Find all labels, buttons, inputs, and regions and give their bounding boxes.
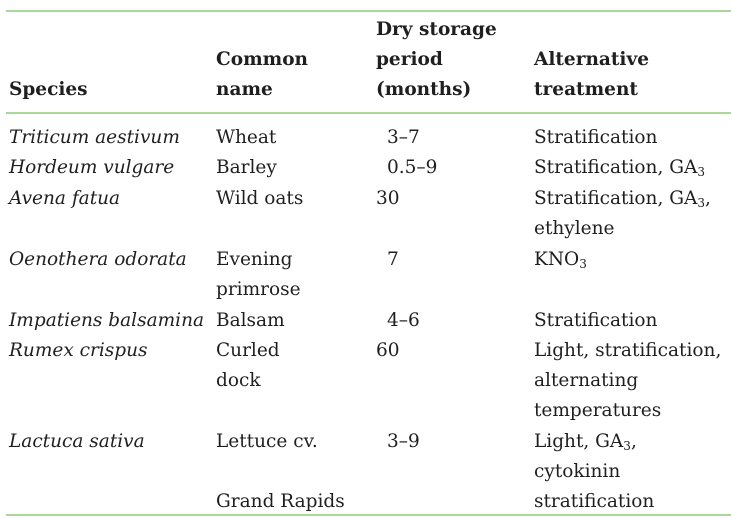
row-5-period: 4–6 [387, 310, 420, 331]
header-dry-storage-line3: (months) [376, 79, 472, 100]
row-7-treatment-line2: cytokinin [534, 461, 621, 482]
table-header-rule [6, 112, 731, 114]
header-dry-storage-line1: Dry storage [376, 19, 497, 40]
row-3-common: Wild oats [216, 188, 304, 209]
row-2-treatment: Stratification, GA3 [534, 157, 706, 179]
row-2-species: Hordeum vulgare [9, 157, 175, 178]
row-4-common-line2: primrose [216, 279, 301, 300]
header-common-name-line2: name [216, 79, 273, 100]
row-3-period: 30 [376, 188, 400, 209]
row-4-period: 7 [387, 249, 399, 270]
row-7-species: Lactuca sativa [9, 431, 145, 452]
row-7-common-line3: Grand Rapids [216, 491, 345, 512]
row-5-common: Balsam [216, 310, 285, 331]
row-1-treatment: Stratification [534, 127, 658, 148]
row-4-species: Oenothera odorata [9, 249, 187, 270]
row-7-treatment-line3: stratification [534, 491, 655, 512]
row-6-treatment-line1: Light, stratification, [534, 340, 722, 361]
row-6-species: Rumex crispus [9, 340, 148, 361]
row-1-species: Triticum aestivum [9, 127, 180, 148]
row-7-treatment-line1: Light, GA3, [534, 431, 637, 453]
header-dry-storage-line2: period [376, 49, 443, 70]
row-7-period: 3–9 [387, 431, 420, 452]
row-4-treatment: KNO3 [534, 249, 587, 271]
table-bottom-rule [6, 514, 731, 516]
row-2-period: 0.5–9 [387, 157, 438, 178]
header-common-name-line1: Common [216, 49, 309, 70]
row-7-common-line1: Lettuce cv. [216, 431, 318, 452]
row-5-species: Impatiens balsamina [9, 310, 205, 331]
row-6-period: 60 [376, 340, 400, 361]
header-species: Species [9, 79, 88, 100]
row-1-common: Wheat [216, 127, 277, 148]
row-6-treatment-line3: temperatures [534, 400, 662, 421]
row-3-species: Avena fatua [9, 188, 121, 209]
row-6-treatment-line2: alternating [534, 370, 639, 391]
row-5-treatment: Stratification [534, 310, 658, 331]
table-top-rule [6, 10, 731, 12]
row-6-common-line2: dock [216, 370, 261, 391]
row-6-common-line1: Curled [216, 340, 280, 361]
row-2-common: Barley [216, 157, 277, 178]
row-3-treatment-line2: ethylene [534, 218, 615, 239]
row-3-treatment-line1: Stratification, GA3, [534, 188, 711, 210]
row-1-period: 3–7 [387, 127, 420, 148]
header-alternative-line2: treatment [534, 79, 638, 100]
row-4-common-line1: Evening [216, 249, 293, 270]
header-alternative-line1: Alternative [534, 49, 649, 70]
